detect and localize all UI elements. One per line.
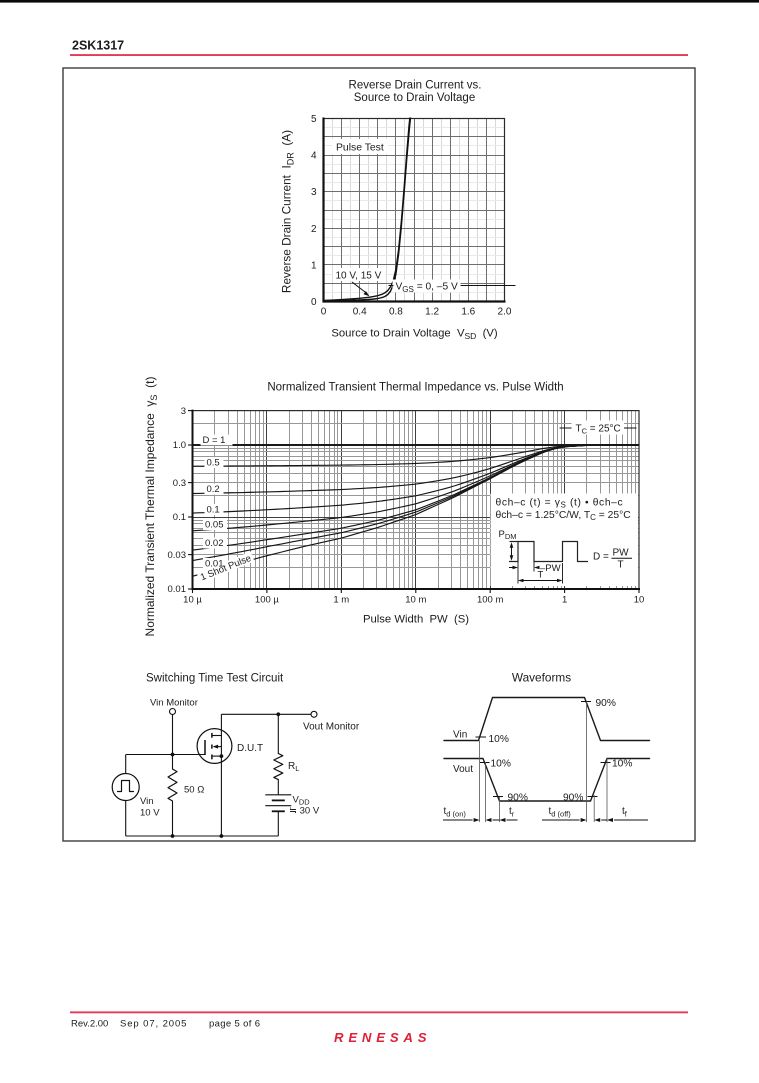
svg-text:0.8: 0.8 xyxy=(389,307,403,318)
svg-text:VDD: VDD xyxy=(293,795,311,807)
svg-text:0: 0 xyxy=(321,307,327,318)
svg-text:0.4: 0.4 xyxy=(353,307,367,318)
svg-text:0.01: 0.01 xyxy=(205,559,224,570)
svg-text:10%: 10% xyxy=(489,734,509,745)
svg-text:tr: tr xyxy=(509,806,515,819)
svg-text:Reverse Drain Current vs.: Reverse Drain Current vs. xyxy=(349,80,482,92)
svg-text:RENESAS: RENESAS xyxy=(334,1030,431,1045)
svg-text:Pulse Width PW (S): Pulse Width PW (S) xyxy=(363,614,469,626)
svg-text:50 Ω: 50 Ω xyxy=(184,785,204,796)
svg-text:4: 4 xyxy=(311,151,317,162)
svg-text:T: T xyxy=(618,560,624,571)
svg-text:tf: tf xyxy=(622,806,628,819)
svg-text:Vout: Vout xyxy=(453,764,473,775)
svg-text:D = 1: D = 1 xyxy=(203,435,226,446)
svg-text:Vin: Vin xyxy=(453,730,467,741)
svg-text:2SK1317: 2SK1317 xyxy=(72,39,124,53)
svg-text:0.2: 0.2 xyxy=(207,484,220,495)
svg-text:3: 3 xyxy=(311,187,317,198)
svg-text:Source to Drain Voltage VSD: Source to Drain Voltage VSD (V) xyxy=(331,328,498,342)
svg-text:0.01: 0.01 xyxy=(168,584,187,595)
svg-text:page 5 of 6: page 5 of 6 xyxy=(209,1019,260,1030)
svg-text:Normalized Transient Thermal I: Normalized Transient Thermal Impedance v… xyxy=(267,382,563,394)
svg-text:1.0: 1.0 xyxy=(173,440,186,451)
svg-text:Normalized Transient Thermal I: Normalized Transient Thermal Impedance γ… xyxy=(143,377,159,637)
svg-text:3: 3 xyxy=(181,406,186,417)
svg-text:1: 1 xyxy=(562,595,567,606)
svg-text:0.03: 0.03 xyxy=(168,550,187,561)
svg-text:0.1: 0.1 xyxy=(207,505,220,516)
svg-text:θch–c (t) = γS (t) • θch–c: θch–c (t) = γS (t) • θch–c xyxy=(496,498,624,510)
svg-text:10 m: 10 m xyxy=(405,595,426,606)
svg-text:100 µ: 100 µ xyxy=(255,595,279,606)
svg-text:Vout Monitor: Vout Monitor xyxy=(303,722,360,733)
svg-text:θch–c = 1.25°C/W, TC = 25°C: θch–c = 1.25°C/W, TC = 25°C xyxy=(496,510,632,522)
svg-text:0.5: 0.5 xyxy=(207,458,220,469)
svg-text:td (on): td (on) xyxy=(444,806,467,819)
svg-text:1: 1 xyxy=(311,260,317,271)
svg-text:10 µ: 10 µ xyxy=(183,595,202,606)
svg-text:10%: 10% xyxy=(612,759,632,770)
svg-text:0: 0 xyxy=(311,297,317,308)
svg-text:D =: D = xyxy=(593,552,609,563)
svg-text:Waveforms: Waveforms xyxy=(512,671,571,685)
svg-text:2.0: 2.0 xyxy=(498,307,512,318)
svg-text:Pulse Test: Pulse Test xyxy=(336,143,384,154)
svg-text:1 m: 1 m xyxy=(333,595,349,606)
svg-text:T: T xyxy=(538,570,544,581)
svg-text:–PW: –PW xyxy=(540,563,561,574)
svg-text:≒ 30 V: ≒ 30 V xyxy=(289,806,320,817)
svg-text:5: 5 xyxy=(311,114,317,125)
svg-text:90%: 90% xyxy=(508,793,528,804)
svg-text:Reverse Drain Current IDR (A: Reverse Drain Current IDR (A) xyxy=(280,130,296,293)
svg-text:1.6: 1.6 xyxy=(461,307,475,318)
svg-text:Vin Monitor: Vin Monitor xyxy=(150,698,198,709)
svg-text:10%: 10% xyxy=(491,759,511,770)
svg-text:Source to Drain Voltage: Source to Drain Voltage xyxy=(354,92,475,104)
svg-text:0.02: 0.02 xyxy=(205,538,224,549)
svg-text:2: 2 xyxy=(311,224,317,235)
svg-text:0.3: 0.3 xyxy=(173,478,186,489)
svg-text:td (off): td (off) xyxy=(549,806,572,819)
svg-text:0.1: 0.1 xyxy=(173,512,186,523)
svg-text:10: 10 xyxy=(634,595,645,606)
svg-text:Vin: Vin xyxy=(140,796,154,807)
svg-text:Switching Time Test Circuit: Switching Time Test Circuit xyxy=(146,673,284,685)
svg-text:90%: 90% xyxy=(563,793,583,804)
svg-text:100 m: 100 m xyxy=(477,595,503,606)
svg-text:PDM: PDM xyxy=(499,529,517,541)
svg-text:90%: 90% xyxy=(596,698,616,709)
svg-text:RL: RL xyxy=(288,761,299,773)
svg-text:0.05: 0.05 xyxy=(205,520,224,531)
svg-text:1.2: 1.2 xyxy=(425,307,439,318)
svg-text:TC = 25°C: TC = 25°C xyxy=(576,424,621,436)
svg-text:10 V, 15 V: 10 V, 15 V xyxy=(336,271,382,282)
svg-text:VGS = 0, –5 V: VGS = 0, –5 V xyxy=(396,282,458,295)
svg-text:10 V: 10 V xyxy=(140,808,160,819)
svg-text:Rev.2.00: Rev.2.00 xyxy=(71,1019,108,1030)
svg-text:PW: PW xyxy=(613,548,630,559)
svg-text:Sep 07, 2005: Sep 07, 2005 xyxy=(120,1019,187,1030)
svg-text:D.U.T: D.U.T xyxy=(237,743,263,754)
